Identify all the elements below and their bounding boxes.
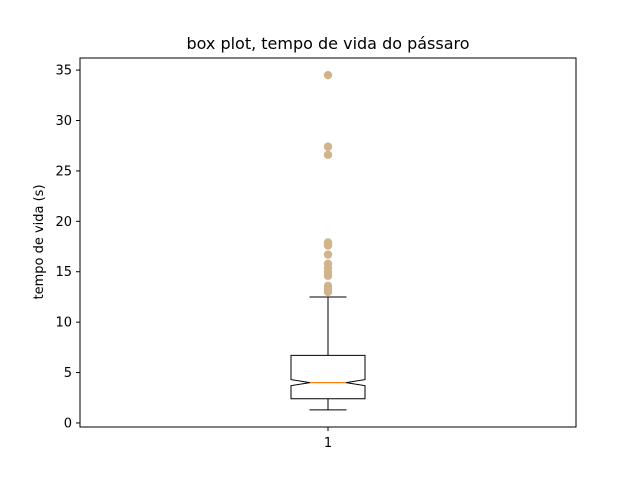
outlier-point xyxy=(323,142,333,151)
box-body xyxy=(290,354,366,400)
y-tick-label: 0 xyxy=(64,416,72,431)
outlier-point xyxy=(323,238,333,247)
y-tick-label: 10 xyxy=(55,316,72,331)
outlier-point xyxy=(323,281,333,291)
y-tick-label: 25 xyxy=(55,164,72,179)
axes-frame xyxy=(79,57,577,428)
y-tick-label: 5 xyxy=(64,366,72,381)
y-tick-label: 35 xyxy=(55,64,72,79)
chart-title: box plot, tempo de vida do pássaro xyxy=(186,34,469,53)
y-tick-label: 20 xyxy=(55,215,72,230)
outlier-point xyxy=(323,259,333,268)
outlier-point xyxy=(323,70,333,80)
x-tick-label: 1 xyxy=(324,436,332,451)
y-tick-label: 15 xyxy=(55,265,72,280)
y-tick-label: 30 xyxy=(55,114,72,129)
plot-area: 0 5 10 15 20 25 30 35 1 xyxy=(55,57,577,451)
outlier-point xyxy=(323,250,333,259)
outlier-point xyxy=(323,150,333,159)
y-axis-label: tempo de vida (s) xyxy=(32,184,47,299)
